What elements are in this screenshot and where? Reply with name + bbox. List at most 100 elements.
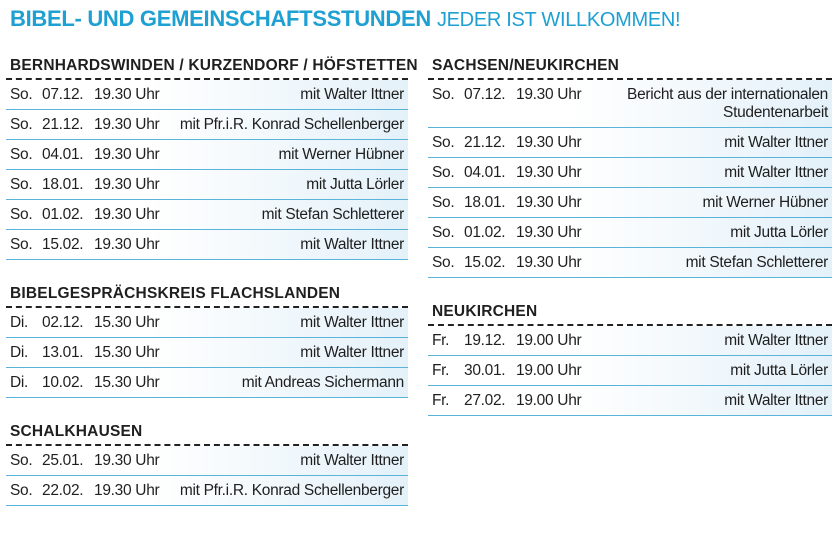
schedule-time: 19.30 Uhr [94,116,160,133]
left-column: BERNHARDSWINDEN / KURZENDORF / HÖFSTETTE… [6,56,418,530]
schedule-day: So. [10,146,33,163]
schedule-time: 19.00 Uhr [516,392,582,409]
schedule-list: Di. 02.12. 15.30 Uhr mit Walter Ittner Di. 13… [6,308,408,398]
schedule-who: mit Walter Ittner [724,134,828,151]
schedule-date: 02.12. [42,314,84,331]
schedule-time: 19.00 Uhr [516,362,582,379]
schedule-who: mit Walter Ittner [300,452,404,469]
schedule-time: 19.30 Uhr [516,86,582,103]
schedule-who: mit Andreas Sichermann [241,374,405,391]
section-flachslanden: BIBELGESPRÄCHSKREIS FLACHSLANDEN Di. 02.1… [6,284,408,398]
schedule-date: 04.01. [464,164,506,181]
schedule-time: 19.30 Uhr [516,224,582,241]
schedule-day: Fr. [432,392,450,409]
section-sachsen-neukirchen: SACHSEN/NEUKIRCHEN So. 07.12. 19.30 Uhr Ber… [428,56,832,278]
schedule-time: 19.30 Uhr [94,482,160,499]
schedule-who: mit Walter Ittner [300,236,404,253]
schedule-time: 19.00 Uhr [516,332,582,349]
schedule-row: So. 15.02. 19.30 Uhr mit Walter Ittner [6,230,408,260]
schedule-who: mit Walter Ittner [300,86,404,103]
schedule-date: 25.01. [42,452,84,469]
schedule-list: So. 07.12. 19.30 Uhr Bericht aus der intern… [428,80,832,278]
schedule-day: So. [432,86,455,103]
schedule-time: 15.30 Uhr [94,344,160,361]
section-heading: BERNHARDSWINDEN / KURZENDORF / HÖFSTETTE… [6,56,418,80]
schedule-date: 18.01. [464,194,506,211]
schedule-date: 19.12. [464,332,506,349]
schedule-row: Fr. 30.01. 19.00 Uhr mit Jutta Lörler [428,356,832,386]
schedule-who: mit Jutta Lörler [730,362,828,379]
schedule-row: So. 22.02. 19.30 Uhr mit Pfr.i.R. Konrad Sc… [6,476,408,506]
schedule-row: So. 04.01. 19.30 Uhr mit Werner Hübner [6,140,408,170]
schedule-who: mit Stefan Schletterer [261,206,405,223]
schedule-who: mit Walter Ittner [724,332,828,349]
schedule-time: 19.30 Uhr [94,146,160,163]
schedule-row: So. 21.12. 19.30 Uhr mit Pfr.i.R. Konrad Sc… [6,110,408,140]
schedule-day: So. [10,86,33,103]
schedule-day: Fr. [432,332,450,349]
schedule-who: mit Walter Ittner [300,314,404,331]
title-tagline: JEDER IST WILLKOMMEN! [436,9,681,31]
schedule-who: mit Walter Ittner [300,344,404,361]
schedule-row: So. 15.02. 19.30 Uhr mit Stefan Schletterer [428,248,832,278]
section-bernhardswinden: BERNHARDSWINDEN / KURZENDORF / HÖFSTETTE… [6,56,418,260]
schedule-row: So. 04.01. 19.30 Uhr mit Walter Ittner [428,158,832,188]
schedule-row: So. 18.01. 19.30 Uhr mit Jutta Lörler [6,170,408,200]
schedule-who: mit Jutta Lörler [306,176,404,193]
schedule-time: 15.30 Uhr [94,374,160,391]
schedule-date: 10.02. [42,374,84,391]
schedule-time: 19.30 Uhr [516,194,582,211]
schedule-date: 13.01. [42,344,84,361]
section-heading: NEUKIRCHEN [428,302,832,326]
schedule-date: 30.01. [464,362,506,379]
schedule-list: So. 25.01. 19.30 Uhr mit Walter Ittner So. 22… [6,446,408,506]
schedule-date: 15.02. [464,254,506,271]
schedule-date: 07.12. [464,86,506,103]
schedule-row: So. 21.12. 19.30 Uhr mit Walter Ittner [428,128,832,158]
schedule-date: 18.01. [42,176,84,193]
schedule-time: 19.30 Uhr [94,236,160,253]
schedule-date: 01.02. [42,206,84,223]
schedule-day: So. [10,176,33,193]
schedule-time: 19.30 Uhr [94,176,160,193]
schedule-row: Di. 02.12. 15.30 Uhr mit Walter Ittner [6,308,408,338]
schedule-row: So. 01.02. 19.30 Uhr mit Jutta Lörler [428,218,832,248]
title-main: BIBEL- UND GEMEINSCHAFTSSTUNDEN [10,6,431,31]
schedule-day: So. [432,254,455,271]
schedule-time: 19.30 Uhr [516,134,582,151]
schedule-time: 19.30 Uhr [94,452,160,469]
schedule-time: 19.30 Uhr [516,164,582,181]
section-neukirchen: NEUKIRCHEN Fr. 19.12. 19.00 Uhr mit Walter … [428,302,832,416]
section-heading: SCHALKHAUSEN [6,422,408,446]
schedule-date: 15.02. [42,236,84,253]
schedule-who: mit Werner Hübner [278,146,404,163]
schedule-who: mit Pfr.i.R. Konrad Schellenberger [179,116,404,133]
schedule-day: So. [10,206,33,223]
schedule-list: So. 07.12. 19.30 Uhr mit Walter Ittner So. 21… [6,80,408,260]
schedule-who: Bericht aus der internationalen Studente… [627,86,828,121]
schedule-time: 19.30 Uhr [94,86,160,103]
schedule-row: So. 25.01. 19.30 Uhr mit Walter Ittner [6,446,408,476]
schedule-who: mit Pfr.i.R. Konrad Schellenberger [179,482,404,499]
schedule-row: Fr. 19.12. 19.00 Uhr mit Walter Ittner [428,326,832,356]
schedule-row: Di. 10.02. 15.30 Uhr mit Andreas Sichermann [6,368,408,398]
schedule-row: So. 07.12. 19.30 Uhr Bericht aus der intern… [428,80,832,128]
schedule-date: 27.02. [464,392,506,409]
schedule-day: So. [10,116,33,133]
schedule-date: 04.01. [42,146,84,163]
section-schalkhausen: SCHALKHAUSEN So. 25.01. 19.30 Uhr mit Walte… [6,422,408,506]
schedule-day: Di. [10,344,29,361]
schedule-day: So. [10,452,33,469]
schedule-time: 19.30 Uhr [516,254,582,271]
schedule-who: mit Walter Ittner [724,392,828,409]
schedule-list: Fr. 19.12. 19.00 Uhr mit Walter Ittner Fr. 30… [428,326,832,416]
schedule-day: So. [432,134,455,151]
schedule-row: Di. 13.01. 15.30 Uhr mit Walter Ittner [6,338,408,368]
schedule-date: 01.02. [464,224,506,241]
schedule-date: 22.02. [42,482,84,499]
schedule-day: So. [432,224,455,241]
schedule-day: Di. [10,374,29,391]
schedule-who: mit Stefan Schletterer [685,254,829,271]
section-heading: BIBELGESPRÄCHSKREIS FLACHSLANDEN [6,284,408,308]
schedule-day: So. [10,236,33,253]
